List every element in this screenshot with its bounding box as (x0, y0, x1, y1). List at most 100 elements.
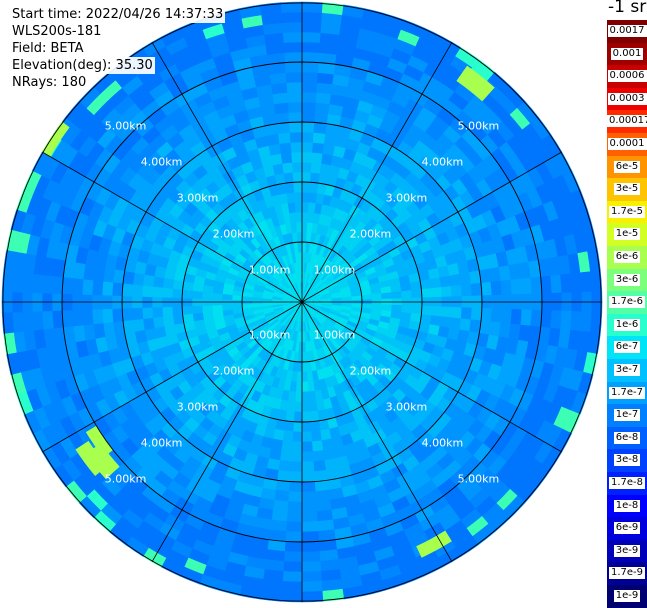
colorbar-label: 1.7e-6 (608, 296, 646, 309)
range-gate-cell (470, 282, 483, 297)
range-gate-cell (301, 461, 315, 473)
range-gate-cell (191, 305, 203, 314)
range-gate-cell (460, 283, 473, 297)
colorbar-segment: 1.7e-7 (607, 381, 647, 405)
range-gate-cell (301, 161, 313, 173)
instrument-text: WLS200s-181 (10, 23, 104, 40)
range-gate-cell (297, 241, 303, 253)
colorbar-label: 0.0017 (607, 25, 647, 37)
range-gate-cell (211, 304, 223, 312)
range-gate-cell (192, 312, 204, 322)
range-gate-cell (500, 308, 513, 325)
range-gate-cell (421, 305, 433, 316)
range-gate-cell (301, 101, 317, 113)
range-gate-cell (291, 151, 303, 163)
range-gate-cell (301, 201, 310, 213)
range-gate-cell (91, 308, 104, 325)
range-ring-label: 3.00km (386, 400, 428, 413)
range-gate-cell (361, 294, 373, 301)
colorbar-segment: 0.0006 (607, 65, 647, 88)
range-gate-cell (301, 351, 307, 363)
range-gate-cell (290, 141, 303, 153)
range-gate-cell (21, 311, 34, 332)
range-gate-cell (289, 461, 303, 473)
range-gate-cell (560, 310, 573, 331)
azimuth-spoke (41, 301, 303, 453)
colorbar-label: 1.7e-7 (608, 386, 646, 399)
range-gate-cell (459, 318, 472, 332)
nrays-text: NRays: 180 (10, 74, 89, 91)
range-gate-cell (510, 278, 523, 295)
range-gate-cell (315, 92, 332, 105)
range-gate-cell (411, 305, 423, 315)
range-ring-label: 1.00km (249, 328, 291, 341)
range-gate-cell (301, 191, 310, 203)
colorbar-label: 0.0006 (607, 70, 647, 83)
range-gate-cell (231, 303, 243, 310)
range-gate-cell (301, 431, 313, 443)
range-gate-cell (11, 271, 24, 293)
range-gate-cell (301, 391, 310, 403)
range-gate-cell (287, 501, 303, 513)
scan-info: Start time: 2022/04/26 14:37:33 WLS200s-… (10, 6, 226, 91)
range-gate-cell (292, 421, 303, 433)
range-gate-cell (241, 303, 253, 309)
range-gate-cell (301, 371, 308, 383)
range-gate-cell (550, 310, 563, 330)
colorbar-label: 0.001 (610, 47, 644, 60)
range-gate-cell (294, 401, 303, 413)
range-gate-cell (283, 171, 294, 184)
range-gate-cell (281, 11, 303, 24)
colorbar-label: 6e-5 (613, 160, 641, 173)
range-gate-cell (301, 31, 322, 43)
range-gate-cell (294, 391, 303, 403)
range-gate-cell (161, 287, 174, 298)
range-gate-cell (480, 307, 493, 323)
colorbar-label: 6e-9 (613, 522, 641, 535)
range-gate-cell (191, 290, 203, 299)
range-gate-cell (285, 71, 303, 83)
range-gate-cell (21, 272, 34, 293)
range-gate-cell (301, 51, 320, 63)
range-gate-cell (181, 289, 193, 299)
range-gate-cell (371, 293, 383, 300)
range-gate-cell (319, 428, 332, 441)
range-gate-cell (290, 451, 303, 463)
range-gate-cell (101, 280, 114, 296)
range-gate-cell (450, 284, 463, 298)
range-gate-cell (311, 440, 324, 452)
range-gate-cell (301, 151, 313, 163)
colorbar-label: 3e-6 (613, 273, 641, 286)
range-gate-cell (41, 121, 70, 157)
range-gate-cell (314, 112, 329, 125)
range-gate-cell (313, 122, 328, 134)
colorbar-segment: 1e-8 (607, 494, 647, 518)
range-gate-cell (81, 309, 94, 326)
range-ring-label: 5.00km (458, 472, 500, 485)
colorbar-segment: 6e-7 (607, 336, 647, 359)
range-gate-cell (111, 281, 124, 297)
colorbar-segment: 1e-5 (607, 223, 647, 246)
range-gate-cell (282, 430, 294, 442)
range-gate-cell (301, 11, 323, 24)
range-gate-cell (271, 509, 288, 522)
range-gate-cell (289, 121, 303, 133)
range-gate-cell (429, 277, 442, 289)
ppi-plot: 1.00km 1.00km 1.00km 1.00km 2.00km 2.00km 2.00… (1, 1, 603, 603)
colorbar-segment: 6e-6 (607, 246, 647, 269)
colorbar-segment: 6e-9 (607, 517, 647, 540)
range-ring-label: 1.00km (314, 328, 356, 341)
range-gate-cell (391, 291, 403, 300)
colorbar-segment: 1e-7 (607, 404, 647, 427)
range-gate-cell (282, 561, 303, 573)
range-gate-cell (480, 281, 493, 297)
range-ring-label: 4.00km (422, 156, 464, 169)
range-gate-cell (316, 82, 333, 95)
colorbar-segment: 1e-6 (607, 313, 647, 337)
range-gate-cell (530, 309, 543, 328)
range-gate-cell (171, 305, 183, 316)
range-gate-cell (132, 272, 145, 286)
range-gate-cell (132, 318, 145, 332)
range-gate-cell (269, 519, 287, 532)
azimuth-spoke (301, 301, 453, 562)
